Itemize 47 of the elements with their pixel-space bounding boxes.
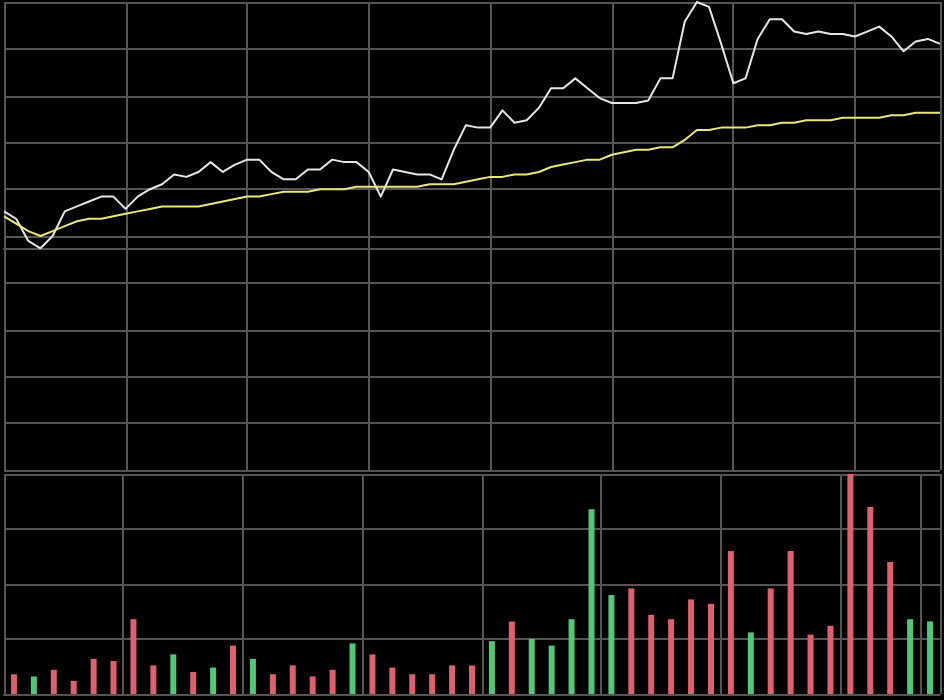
bar <box>588 509 595 694</box>
bar <box>130 619 137 694</box>
bar <box>648 614 655 694</box>
bar <box>170 654 177 694</box>
bar <box>608 595 615 694</box>
bar <box>210 667 217 694</box>
bar <box>429 674 436 694</box>
bar <box>767 588 774 694</box>
bar <box>30 676 37 694</box>
bar <box>747 632 754 694</box>
bar <box>568 619 575 694</box>
bar <box>190 672 197 694</box>
bar <box>389 667 396 694</box>
bar <box>688 599 695 694</box>
bar <box>927 621 934 694</box>
bar <box>10 674 17 694</box>
bar <box>787 551 794 694</box>
bar <box>827 625 834 694</box>
bar <box>309 676 316 694</box>
bar <box>707 603 714 694</box>
bar <box>110 661 117 694</box>
bar <box>867 507 874 694</box>
bar <box>807 634 814 694</box>
bar <box>50 669 57 694</box>
bar <box>548 645 555 694</box>
bar <box>847 474 854 694</box>
bar <box>449 665 456 694</box>
bar <box>230 645 237 694</box>
bar <box>628 588 635 694</box>
bar <box>488 641 495 694</box>
bar <box>249 658 256 694</box>
bar <box>289 665 296 694</box>
bar <box>150 665 157 694</box>
bar <box>528 639 535 694</box>
bar <box>907 619 914 694</box>
bar <box>469 665 475 694</box>
bar <box>90 658 97 694</box>
bar <box>369 654 376 694</box>
bar <box>508 621 515 694</box>
bar <box>668 619 675 694</box>
bar <box>70 680 77 694</box>
bar <box>727 551 734 694</box>
bar <box>269 674 276 694</box>
bar <box>887 562 894 694</box>
bar <box>409 674 416 694</box>
bar <box>349 643 356 694</box>
bar <box>329 669 336 694</box>
